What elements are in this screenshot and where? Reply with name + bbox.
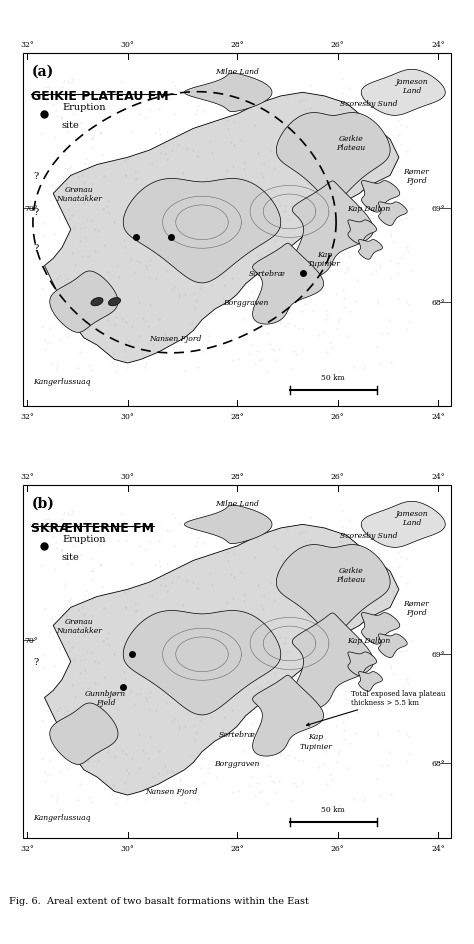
Text: site: site: [62, 553, 80, 562]
Polygon shape: [123, 611, 281, 716]
Text: 69°: 69°: [431, 205, 445, 212]
Text: Fig. 6.  Areal extent of two basalt formations within the East: Fig. 6. Areal extent of two basalt forma…: [9, 896, 310, 905]
Polygon shape: [348, 652, 376, 676]
Polygon shape: [292, 182, 374, 278]
Text: Grønau
Nunatakker: Grønau Nunatakker: [56, 186, 102, 203]
Text: 50 km: 50 km: [321, 374, 345, 381]
Text: Rømer
Fjord: Rømer Fjord: [403, 599, 429, 616]
Polygon shape: [45, 525, 399, 795]
Polygon shape: [184, 74, 272, 112]
Polygon shape: [253, 676, 324, 756]
Polygon shape: [123, 179, 281, 283]
Text: 26°: 26°: [331, 472, 345, 480]
Text: 24°: 24°: [431, 472, 445, 480]
Text: Scoresby Sund: Scoresby Sund: [339, 531, 397, 540]
Text: SKRÆNTERNE FM: SKRÆNTERNE FM: [31, 521, 155, 534]
Text: 28°: 28°: [230, 844, 244, 851]
Text: 24°: 24°: [431, 844, 445, 851]
Text: Kap
Tupinier: Kap Tupinier: [299, 733, 332, 750]
Text: 30°: 30°: [121, 844, 135, 851]
Ellipse shape: [109, 298, 120, 307]
Polygon shape: [362, 181, 400, 213]
Text: 28°: 28°: [230, 472, 244, 480]
Text: 28°: 28°: [230, 413, 244, 420]
Polygon shape: [50, 272, 118, 333]
Text: Eruption: Eruption: [62, 534, 106, 544]
Text: Kangerlussuaq: Kangerlussuaq: [33, 813, 91, 821]
Text: (b): (b): [31, 496, 54, 510]
Polygon shape: [361, 70, 445, 116]
Text: 32°: 32°: [20, 413, 34, 420]
Text: Nansen Fjord: Nansen Fjord: [150, 334, 202, 343]
Polygon shape: [359, 672, 383, 692]
Text: Milne Land: Milne Land: [215, 68, 259, 76]
Text: Nansen Fjord: Nansen Fjord: [145, 787, 198, 796]
Text: Scoresby Sund: Scoresby Sund: [339, 100, 397, 108]
Text: Grønau
Nunatakker: Grønau Nunatakker: [56, 617, 102, 634]
FancyBboxPatch shape: [23, 54, 451, 407]
Polygon shape: [361, 502, 445, 548]
Text: GEIKIE PLATEAU FM: GEIKIE PLATEAU FM: [31, 90, 169, 103]
Text: Sortebræ: Sortebræ: [219, 730, 255, 738]
Text: Milne Land: Milne Land: [215, 499, 259, 507]
Polygon shape: [362, 613, 400, 645]
Text: 32°: 32°: [20, 41, 34, 49]
Polygon shape: [292, 614, 374, 710]
Text: 69°: 69°: [431, 650, 445, 659]
Text: 30°: 30°: [121, 41, 135, 49]
Text: 26°: 26°: [331, 41, 345, 49]
Polygon shape: [379, 634, 407, 658]
Text: 68°: 68°: [431, 298, 445, 307]
Text: 24°: 24°: [431, 413, 445, 420]
Text: Kap Dalton: Kap Dalton: [346, 205, 390, 212]
Text: Jameson
Land: Jameson Land: [396, 509, 428, 526]
Polygon shape: [359, 241, 383, 260]
Text: 50 km: 50 km: [321, 805, 345, 813]
Text: 68°: 68°: [431, 759, 445, 767]
Text: Eruption: Eruption: [62, 103, 106, 112]
Text: Kap Dalton: Kap Dalton: [346, 636, 390, 644]
Text: Rømer
Fjord: Rømer Fjord: [403, 168, 429, 185]
Text: Jameson
Land: Jameson Land: [396, 77, 428, 94]
Text: 30°: 30°: [121, 472, 135, 480]
Text: 70°: 70°: [25, 636, 38, 644]
Text: 32°: 32°: [20, 472, 34, 480]
Text: Total exposed lava plateau
thickness > 5.5 km: Total exposed lava plateau thickness > 5…: [307, 689, 445, 726]
FancyBboxPatch shape: [23, 485, 451, 838]
Text: 26°: 26°: [331, 844, 345, 851]
Polygon shape: [45, 93, 399, 363]
Text: Gunnbjørn
Fjeld: Gunnbjørn Fjeld: [85, 689, 126, 706]
Polygon shape: [50, 703, 118, 765]
Text: ?: ?: [33, 172, 38, 180]
Text: 32°: 32°: [20, 844, 34, 851]
Text: Geikie
Plateau: Geikie Plateau: [336, 135, 365, 152]
Text: Geikie
Plateau: Geikie Plateau: [336, 566, 365, 583]
Text: ?: ?: [33, 657, 38, 666]
Text: Sortebræ: Sortebræ: [249, 269, 286, 278]
Text: 30°: 30°: [121, 413, 135, 420]
Text: Kap
Tupinier: Kap Tupinier: [308, 250, 341, 268]
Text: Borggraven: Borggraven: [223, 298, 268, 307]
Text: (a): (a): [31, 64, 54, 78]
Text: 28°: 28°: [230, 41, 244, 49]
Text: Kangerlussuaq: Kangerlussuaq: [33, 378, 91, 386]
Text: 26°: 26°: [331, 413, 345, 420]
Polygon shape: [348, 221, 376, 244]
Polygon shape: [184, 506, 272, 544]
Text: 70°: 70°: [25, 205, 38, 212]
Text: ?: ?: [33, 208, 38, 217]
Polygon shape: [379, 203, 407, 227]
Text: ?: ?: [33, 244, 38, 253]
Polygon shape: [276, 113, 390, 203]
Text: Borggraven: Borggraven: [214, 759, 260, 767]
Ellipse shape: [91, 298, 103, 307]
Polygon shape: [253, 244, 324, 325]
Text: 24°: 24°: [431, 41, 445, 49]
Text: site: site: [62, 121, 80, 130]
Polygon shape: [276, 545, 390, 634]
